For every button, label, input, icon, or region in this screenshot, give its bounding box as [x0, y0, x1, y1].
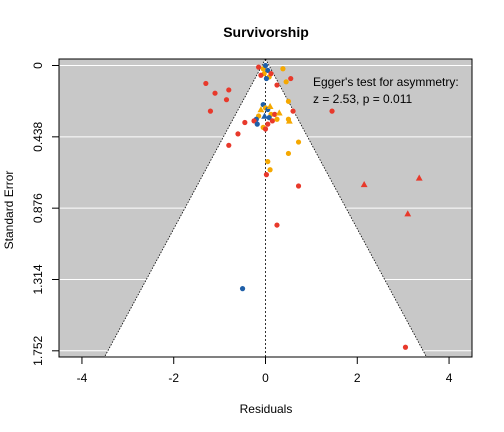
x-tick-label: 0 — [262, 371, 269, 385]
x-axis-label: Residuals — [240, 402, 293, 416]
data-point-triangle — [285, 117, 293, 124]
y-tick-label: 1.314 — [31, 264, 45, 294]
egger-test-title: Egger's test for asymmetry: — [313, 75, 459, 89]
data-point-triangle — [404, 210, 412, 217]
x-axis: -4 -2 0 2 4 — [77, 356, 453, 385]
data-point — [226, 142, 232, 148]
y-axis: 0 0.438 0.876 1.314 1.752 — [31, 62, 60, 366]
data-point — [290, 108, 296, 114]
data-point — [207, 108, 214, 114]
data-point-triangle — [415, 174, 423, 181]
data-point — [258, 72, 264, 78]
data-point — [274, 222, 280, 228]
data-point — [263, 172, 270, 178]
data-point — [272, 111, 278, 117]
data-point — [274, 116, 280, 122]
data-point — [265, 121, 271, 127]
data-point — [274, 82, 280, 88]
data-point — [295, 183, 302, 189]
data-point — [268, 71, 274, 77]
data-point — [263, 75, 270, 82]
data-point — [269, 118, 275, 124]
plot-area — [59, 58, 472, 358]
data-point-triangle — [275, 109, 283, 116]
data-point — [203, 80, 209, 87]
y-tick-label: 0.438 — [31, 121, 45, 151]
data-point — [212, 90, 218, 96]
data-point — [242, 119, 248, 126]
data-point-triangle — [261, 112, 268, 119]
data-point — [262, 62, 269, 69]
funnel-left-boundary — [104, 58, 266, 358]
data-point — [329, 108, 335, 114]
x-tick-label: -4 — [77, 371, 88, 385]
data-point-triangle — [266, 102, 274, 109]
data-point — [266, 115, 272, 121]
data-point — [223, 97, 230, 103]
data-point — [265, 67, 271, 73]
egger-test-result: z = 2.53, p = 0.011 — [313, 92, 413, 106]
data-point — [288, 75, 294, 82]
data-point — [285, 98, 292, 104]
data-point-triangle — [257, 106, 265, 113]
data-point — [265, 158, 271, 165]
data-point — [283, 79, 289, 85]
data-point — [295, 139, 302, 145]
data-point — [251, 118, 257, 124]
y-tick-label: 0.876 — [31, 193, 45, 223]
data-point — [239, 286, 246, 292]
funnel-right-boundary — [265, 58, 427, 358]
data-point — [235, 131, 241, 137]
data-point-triangle — [360, 180, 368, 188]
y-tick-label: 0 — [31, 62, 45, 69]
y-axis-label: Standard Error — [2, 171, 16, 250]
data-point — [256, 64, 262, 70]
chart-title: Survivorship — [223, 24, 309, 40]
data-point — [402, 344, 409, 350]
data-point — [226, 87, 232, 93]
data-point — [267, 167, 273, 173]
x-tick-label: -2 — [168, 371, 179, 385]
data-point — [254, 121, 260, 127]
data-point — [285, 150, 292, 157]
x-tick-label: 4 — [446, 371, 453, 385]
y-tick-label: 1.752 — [31, 335, 45, 365]
data-point — [262, 126, 269, 132]
x-tick-label: 2 — [354, 371, 361, 385]
data-points — [203, 62, 423, 350]
data-point — [280, 66, 286, 72]
